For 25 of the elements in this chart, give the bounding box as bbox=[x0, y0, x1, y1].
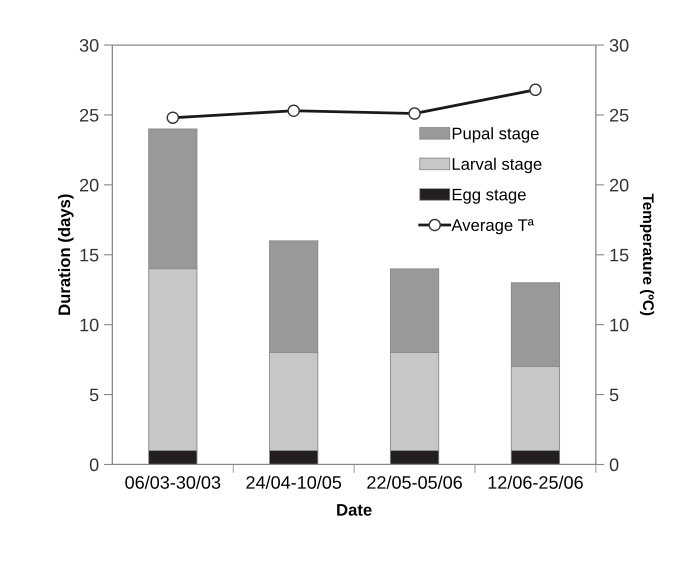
y2-tick-label: 20 bbox=[610, 178, 628, 192]
y2-tick-label: 10 bbox=[610, 318, 628, 332]
x-tick-label: 12/06-25/06 bbox=[488, 476, 583, 489]
x-axis-title: Date bbox=[337, 504, 372, 516]
legend-label: Egg stage bbox=[452, 188, 526, 204]
y-tick-label: 25 bbox=[80, 108, 98, 122]
x-tick-label: 06/03-30/03 bbox=[125, 476, 220, 489]
y-tick-label: 10 bbox=[80, 318, 98, 332]
y-tick-label: 20 bbox=[80, 178, 98, 192]
x-tick-label: 22/05-05/06 bbox=[367, 476, 462, 489]
legend-label: Pupal stage bbox=[452, 127, 539, 143]
y2-tick-label: 15 bbox=[610, 248, 628, 262]
y-tick-label: 30 bbox=[80, 38, 98, 52]
y-tick-label: 15 bbox=[80, 248, 98, 262]
y2-tick-label: 5 bbox=[610, 388, 618, 402]
y-tick-label: 5 bbox=[90, 388, 98, 402]
x-tick-label: 24/04-10/05 bbox=[246, 476, 342, 489]
y2-tick-label: 25 bbox=[610, 108, 628, 122]
y-tick-label: 0 bbox=[90, 458, 98, 472]
legend-label: Average Tª bbox=[451, 219, 534, 234]
y2-axis-title: Temperature (ºC) bbox=[640, 194, 654, 316]
y2-tick-label: 0 bbox=[610, 458, 618, 472]
y2-tick-label: 30 bbox=[610, 38, 628, 52]
y-axis-title: Duration (days) bbox=[58, 194, 74, 315]
legend-label: Larval stage bbox=[452, 158, 542, 174]
